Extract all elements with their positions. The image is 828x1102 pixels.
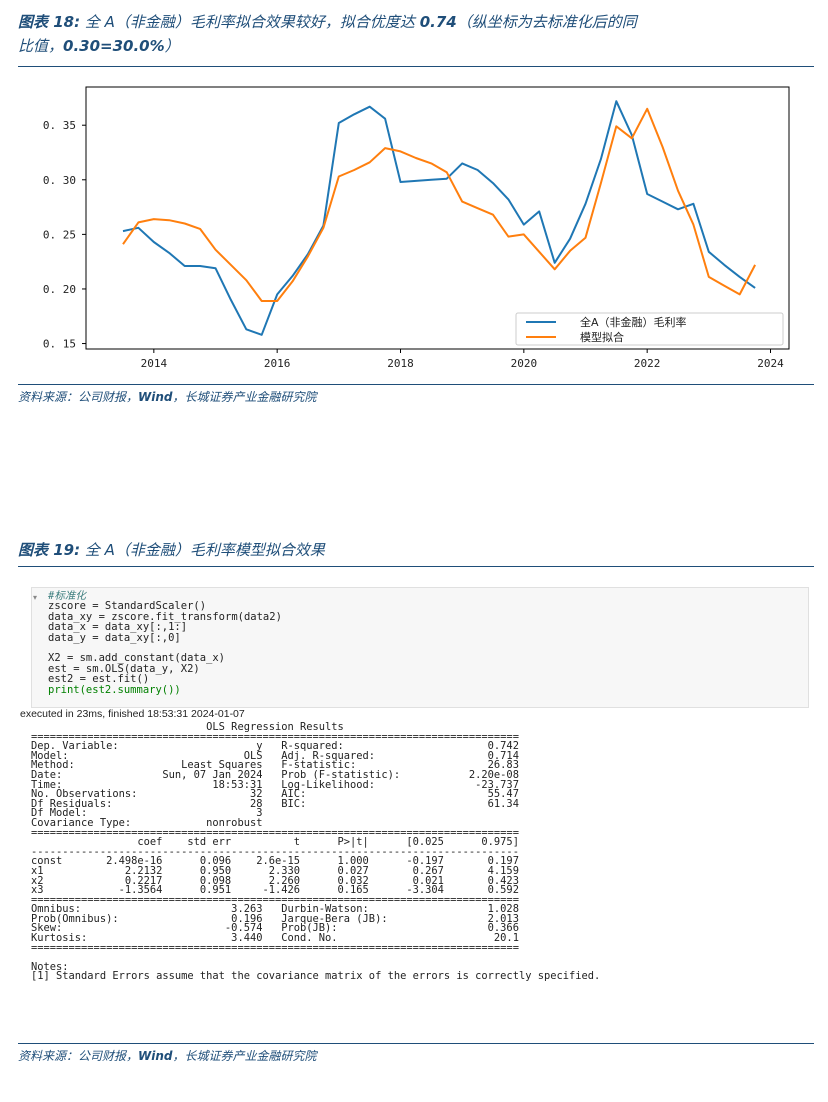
- y-tick-label: 0. 25: [43, 228, 76, 241]
- code-line: data_xy = zscore.fit_transform(data2): [48, 610, 282, 623]
- ols-row: x3 -1.3564 0.951 -1.426 0.165 -3.304 0.5…: [31, 884, 519, 897]
- figure-18-text-d: ）: [164, 37, 180, 55]
- code-line: zscore = StandardScaler(): [48, 600, 207, 613]
- code-line: data_x = data_xy[:,1:]: [48, 621, 188, 634]
- source-2-prefix: 资料来源：公司财报，: [18, 1049, 139, 1063]
- figure-18-example: 0.30=30.0%: [63, 37, 165, 55]
- ols-row: Dep. Variable: y R-squared: 0.742: [31, 740, 519, 753]
- output-bottom-rule: [18, 1043, 814, 1044]
- ols-notes-label: Notes:: [31, 960, 69, 973]
- plot-frame: [85, 86, 790, 350]
- ols-output: OLS Regression Results =================…: [31, 721, 601, 983]
- source-1-prefix: 资料来源：公司财报，: [18, 390, 139, 404]
- cell-collapse-icon[interactable]: ▾: [33, 593, 38, 602]
- y-tick-label: 0. 35: [43, 119, 76, 132]
- ols-row: Model: OLS Adj. R-squared: 0.714: [31, 749, 519, 762]
- figure-18-text-b: （纵坐标为去标准化后的同: [456, 13, 637, 31]
- legend-label-fit: 模型拟合: [580, 330, 624, 344]
- ols-row: Df Model: 3: [31, 807, 519, 820]
- ols-row: ----------------------------------------…: [31, 845, 519, 858]
- ols-row: Prob(Omnibus): 0.196 Jarque-Bera (JB): 2…: [31, 912, 519, 925]
- caption-19-rule: [18, 566, 814, 567]
- ols-row: Time: 18:53:31 Log-Likelihood: -23.737: [31, 778, 519, 791]
- code-line: X2 = sm.add_constant(data_x): [48, 652, 226, 665]
- figure-19-caption: 图表 19: 全 A（非金融）毛利率模型拟合效果: [18, 538, 325, 562]
- code-input[interactable]: #标准化 zscore = StandardScaler() data_xy =…: [48, 591, 282, 695]
- ols-row: Covariance Type: nonrobust: [31, 816, 519, 829]
- x-tick-label: 2020: [511, 357, 538, 370]
- ols-row: ========================================…: [31, 730, 519, 743]
- source-2-suffix: ，长城证券产业金融研究院: [172, 1049, 317, 1063]
- series-line-gross-margin: [122, 100, 756, 336]
- source-1-suffix: ，长城证券产业金融研究院: [172, 390, 317, 404]
- ols-row: ========================================…: [31, 893, 519, 906]
- source-1-wind: Wind: [138, 390, 173, 404]
- x-tick-label: 2016: [264, 357, 291, 370]
- caption-rule: [18, 66, 814, 67]
- x-tick-label: 2018: [387, 357, 414, 370]
- ols-row: ========================================…: [31, 941, 519, 954]
- code-line: est = sm.OLS(data_y, X2): [48, 662, 200, 675]
- ols-row: Kurtosis: 3.440 Cond. No. 20.1: [31, 932, 519, 945]
- ols-row: Df Residuals: 28 BIC: 61.34: [31, 797, 519, 810]
- x-tick-label: 2022: [634, 357, 661, 370]
- code-cell[interactable]: [31, 587, 809, 708]
- figure-19-label: 图表 19:: [18, 541, 81, 559]
- figure-19-text: 全 A（非金融）毛利率模型拟合效果: [80, 541, 325, 559]
- ols-row: x1 2.2132 0.950 2.330 0.027 0.267 4.159: [31, 864, 519, 877]
- code-line: est2 = est.fit(): [48, 673, 150, 686]
- chart-bottom-rule: [18, 384, 814, 385]
- x-tick-label: 2024: [757, 357, 784, 370]
- legend-label-margin: 全A（非金融）毛利率: [580, 315, 687, 329]
- figure-18-r2: 0.74: [419, 13, 457, 31]
- ols-row: Skew: -0.574 Prob(JB): 0.366: [31, 922, 519, 935]
- y-tick-label: 0. 20: [43, 283, 76, 296]
- source-note-1: 资料来源：公司财报，Wind，长城证券产业金融研究院: [18, 388, 317, 405]
- source-note-2: 资料来源：公司财报，Wind，长城证券产业金融研究院: [18, 1047, 317, 1064]
- y-axis: 0. 15 0. 20 0. 25 0. 30 0. 35: [43, 119, 86, 351]
- ols-row: No. Observations: 32 AIC: 55.47: [31, 788, 519, 801]
- x-axis: 2014 2016 2018 2020 2022 2024: [141, 349, 784, 370]
- ols-row: const 2.498e-16 0.096 2.6e-15 1.000 -0.1…: [31, 855, 519, 868]
- figure-18-label: 图表 18:: [18, 13, 81, 31]
- x-tick-label: 2014: [141, 357, 168, 370]
- ols-note-1: [1] Standard Errors assume that the cova…: [31, 970, 601, 983]
- ols-row: Date: Sun, 07 Jan 2024 Prob (F-statistic…: [31, 768, 519, 781]
- figure-18-text-c: 比值，: [18, 37, 64, 55]
- figure-18-caption: 图表 18: 全 A（非金融）毛利率拟合效果较好，拟合优度达 0.74（纵坐标为…: [18, 10, 814, 58]
- legend-box: [515, 312, 784, 346]
- series-line-model-fit: [122, 107, 756, 302]
- gross-margin-chart: 0. 150. 200. 250. 300. 35 2014 2016 2018 20…: [43, 86, 790, 370]
- ols-row: coef std err t P>|t| [0.025 0.975]: [31, 836, 519, 849]
- execution-status: executed in 23ms, finished 18:53:31 2024…: [20, 708, 245, 720]
- code-line: data_y = data_xy[:,0]: [48, 631, 181, 644]
- figure-18-text-a: 全 A（非金融）毛利率拟合效果较好，拟合优度达: [80, 13, 420, 31]
- ols-row: x2 0.2217 0.098 2.260 0.032 0.021 0.423: [31, 874, 519, 887]
- series-lines: [122, 100, 756, 336]
- ols-title: OLS Regression Results: [31, 721, 519, 733]
- ols-row: Method: Least Squares F-statistic: 26.83: [31, 759, 519, 772]
- y-tick-label: 0. 15: [43, 338, 76, 351]
- code-line: print(est2.summary()): [48, 683, 181, 696]
- code-comment: #标准化: [48, 590, 86, 602]
- source-2-wind: Wind: [138, 1049, 173, 1063]
- legend: 全A（非金融）毛利率 模型拟合: [515, 312, 784, 346]
- y-tick-label: 0. 30: [43, 174, 76, 187]
- ols-row: ========================================…: [31, 826, 519, 839]
- ols-row: Omnibus: 3.263 Durbin-Watson: 1.028: [31, 903, 519, 916]
